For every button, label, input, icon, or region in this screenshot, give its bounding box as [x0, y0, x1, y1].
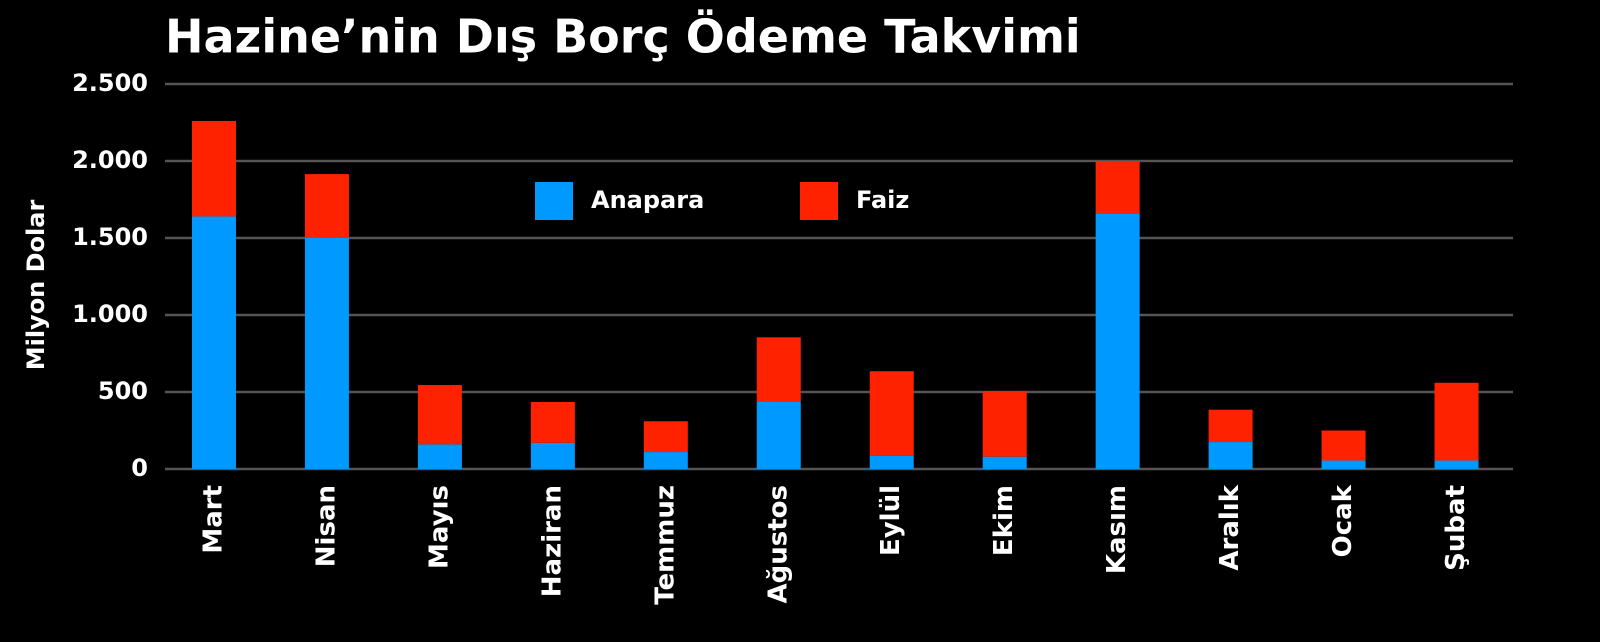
x-tick-label: Mayıs	[424, 485, 454, 569]
bar-segment	[869, 455, 914, 469]
bar-segment	[643, 421, 688, 453]
x-tick-label: Aralık	[1215, 484, 1245, 570]
bar-segment	[304, 174, 349, 238]
bar-segment	[643, 452, 688, 469]
legend-swatch	[535, 182, 573, 220]
y-axis-label: Milyon Dolar	[22, 200, 50, 371]
bar-segment	[191, 120, 236, 217]
bar-segment	[1321, 460, 1366, 469]
y-tick-label: 0	[131, 454, 148, 482]
x-tick-label: Şubat	[1441, 485, 1471, 571]
legend-label: Faiz	[856, 186, 909, 214]
bar-segment	[417, 444, 462, 469]
y-tick-label: 2.500	[72, 69, 148, 97]
chart-title: Hazine’nin Dış Borç Ödeme Takvimi	[165, 10, 1081, 64]
x-tick-label: Ocak	[1328, 484, 1358, 557]
y-tick-label: 2.000	[72, 146, 148, 174]
x-tick-label: Eylül	[876, 485, 906, 556]
x-tick-label: Ağustos	[763, 485, 793, 604]
bar-segment	[1208, 409, 1253, 443]
x-tick-label: Temmuz	[650, 485, 680, 605]
bar-segment	[1208, 442, 1253, 469]
bar-segment	[1095, 161, 1140, 214]
bar-segment	[756, 337, 801, 402]
bar-segment	[756, 401, 801, 469]
y-tick-label: 500	[98, 377, 148, 405]
x-tick-label: Haziran	[537, 485, 567, 597]
bar-segment	[1434, 382, 1479, 461]
x-tick-label: Ekim	[989, 485, 1019, 556]
bar-segment	[1095, 213, 1140, 469]
bar-segment	[530, 442, 575, 469]
bar-segment	[417, 385, 462, 445]
y-tick-label: 1.000	[72, 300, 148, 328]
y-tick-label: 1.500	[72, 223, 148, 251]
bar-segment	[869, 371, 914, 456]
bar-segment	[982, 391, 1027, 457]
x-tick-label: Nisan	[311, 485, 341, 567]
bar-segment	[1321, 430, 1366, 461]
bar-segment	[304, 238, 349, 469]
bar-segment	[982, 456, 1027, 469]
legend-swatch	[800, 182, 838, 220]
legend-label: Anapara	[591, 186, 704, 214]
bar-segment	[1434, 460, 1479, 469]
bar-segment	[530, 402, 575, 443]
bar-segment	[191, 216, 236, 469]
x-tick-label: Mart	[198, 485, 228, 554]
x-tick-label: Kasım	[1102, 485, 1132, 574]
